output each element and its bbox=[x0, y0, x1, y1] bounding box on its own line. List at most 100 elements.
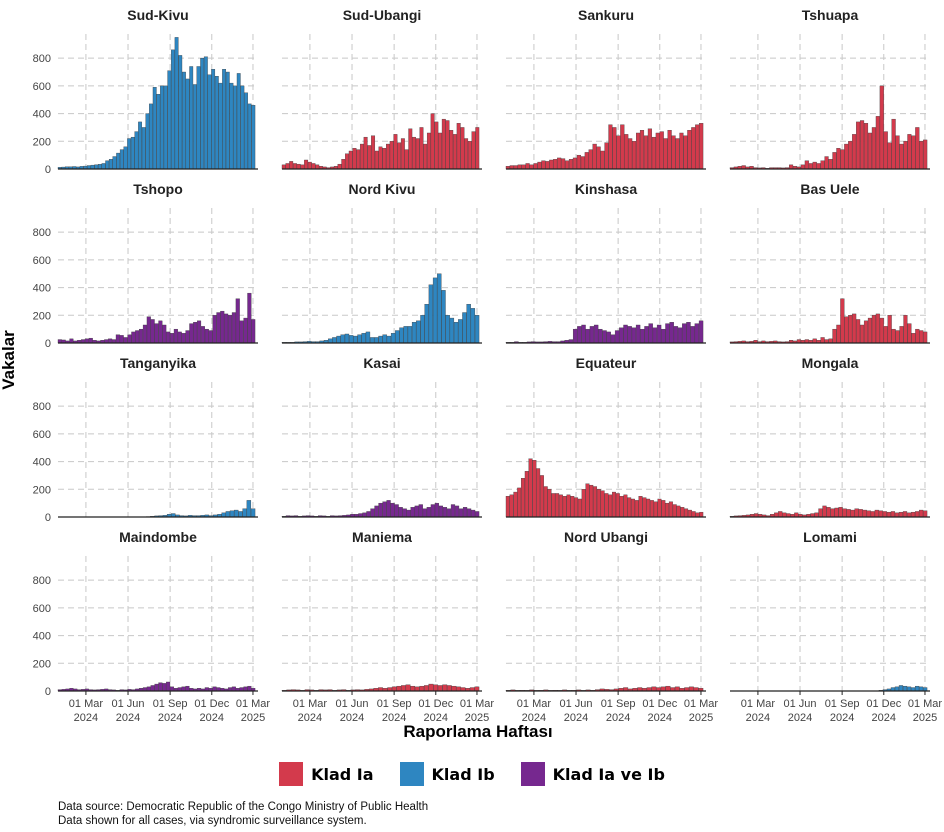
bar-nord-kivu bbox=[378, 335, 383, 344]
bar-sud-kivu bbox=[192, 84, 197, 170]
bar-nord-ubangi bbox=[660, 686, 666, 692]
legend: Klad Ia Klad Ib Klad Ia ve Ib bbox=[0, 762, 944, 786]
bar-bas-uele bbox=[860, 324, 865, 344]
bar-tshuapa bbox=[840, 149, 845, 170]
bar-mongala bbox=[906, 512, 912, 518]
y-tick-label: 400 bbox=[33, 109, 51, 121]
bar-sud-kivu bbox=[189, 66, 194, 170]
bar-kinshasa bbox=[631, 327, 637, 344]
bar-sankuru bbox=[533, 163, 538, 170]
bar-sud-kivu bbox=[112, 156, 117, 170]
bar-equateur bbox=[562, 496, 567, 518]
bar-sankuru bbox=[521, 164, 526, 170]
bar-tshuapa bbox=[919, 141, 924, 170]
bar-tshopo bbox=[69, 338, 74, 344]
bar-sud-kivu bbox=[127, 138, 132, 170]
y-tick-label: 0 bbox=[45, 164, 51, 176]
bar-nord-kivu bbox=[361, 333, 366, 344]
bar-kinshasa bbox=[698, 320, 704, 344]
bar-sud-ubangi bbox=[311, 163, 316, 170]
bar-tshopo bbox=[127, 334, 132, 344]
bar-tshopo bbox=[154, 323, 159, 344]
bar-sud-kivu bbox=[167, 70, 172, 170]
bar-maindombe bbox=[169, 686, 175, 692]
bar-nord-kivu bbox=[424, 304, 429, 344]
bar-nord-kivu bbox=[369, 337, 375, 344]
bar-mongala bbox=[886, 511, 892, 518]
bar-sankuru bbox=[679, 132, 684, 170]
bar-nord-kivu bbox=[386, 335, 392, 344]
bar-kinshasa bbox=[648, 323, 653, 344]
bar-equateur bbox=[691, 511, 696, 518]
bar-bas-uele bbox=[856, 319, 861, 344]
bar-sankuru bbox=[663, 138, 668, 170]
bar-bas-uele bbox=[919, 330, 924, 344]
bar-tshuapa bbox=[895, 135, 900, 170]
bar-lomami bbox=[906, 686, 912, 692]
bar-sud-kivu bbox=[171, 49, 175, 170]
bar-sud-ubangi bbox=[348, 150, 353, 170]
x-tick-label: 2024 bbox=[382, 712, 406, 724]
bar-sud-kivu bbox=[182, 71, 186, 170]
bar-equateur bbox=[566, 494, 571, 518]
bar-bas-uele bbox=[875, 313, 880, 344]
facet-title-sud-kivu: Sud-Kivu bbox=[127, 7, 188, 23]
x-tick-label: 2025 bbox=[913, 712, 937, 724]
bar-mongala bbox=[814, 512, 819, 518]
bar-kinshasa bbox=[598, 328, 603, 344]
bar-equateur bbox=[676, 505, 681, 518]
bar-sud-ubangi bbox=[426, 132, 431, 170]
x-tick-label: 2024 bbox=[158, 712, 182, 724]
bar-equateur bbox=[543, 486, 548, 518]
bar-mongala bbox=[878, 510, 883, 518]
bar-sud-ubangi bbox=[456, 123, 461, 170]
bar-sud-kivu bbox=[108, 159, 113, 170]
y-tick-label: 800 bbox=[33, 53, 51, 65]
bar-equateur bbox=[668, 501, 673, 518]
bar-sud-ubangi bbox=[408, 128, 413, 170]
bar-nord-kivu bbox=[445, 315, 450, 344]
bar-tshopo bbox=[243, 317, 248, 344]
bar-maniema bbox=[437, 685, 443, 692]
legend-item-klad-ib: Klad Ib bbox=[399, 762, 495, 786]
bar-mongala bbox=[919, 509, 924, 518]
bar-nord-kivu bbox=[441, 290, 446, 344]
bar-sankuru bbox=[576, 154, 581, 170]
facet-title-sud-ubangi: Sud-Ubangi bbox=[343, 7, 422, 23]
bar-tshopo bbox=[208, 330, 213, 344]
bar-sud-ubangi bbox=[438, 132, 443, 170]
facet-title-maniema: Maniema bbox=[352, 529, 412, 545]
bar-bas-uele bbox=[871, 315, 876, 344]
bar-nord-kivu bbox=[336, 335, 341, 344]
bar-sud-ubangi bbox=[337, 163, 342, 170]
bar-nord-kivu bbox=[374, 337, 379, 344]
bar-sankuru bbox=[659, 131, 664, 170]
x-tick-label: 2025 bbox=[241, 712, 265, 724]
bar-bas-uele bbox=[887, 315, 892, 344]
bar-sankuru bbox=[655, 132, 660, 170]
bar-kasai bbox=[370, 508, 375, 518]
bar-tshopo bbox=[142, 324, 147, 344]
bar-nord-kivu bbox=[449, 317, 455, 344]
bar-tshopo bbox=[181, 333, 186, 344]
bar-sud-ubangi bbox=[345, 153, 349, 170]
bar-kasai bbox=[390, 502, 395, 518]
bar-sud-kivu bbox=[119, 149, 124, 170]
bar-equateur bbox=[593, 486, 598, 518]
bar-sud-kivu bbox=[98, 164, 102, 170]
bar-kasai bbox=[442, 507, 448, 518]
bar-maindombe bbox=[181, 686, 186, 692]
x-tick-label: 01 Jun bbox=[112, 698, 145, 710]
bar-sud-ubangi bbox=[423, 143, 428, 170]
bar-equateur bbox=[615, 493, 620, 518]
bar-equateur bbox=[684, 508, 689, 518]
bar-equateur bbox=[581, 489, 586, 518]
bar-maniema bbox=[401, 685, 406, 692]
bar-maniema bbox=[428, 683, 434, 692]
bar-kinshasa bbox=[623, 324, 628, 344]
bar-maniema bbox=[396, 685, 402, 692]
x-tick-label: 2024 bbox=[606, 712, 630, 724]
bar-tshopo bbox=[84, 338, 89, 344]
bar-tshopo bbox=[139, 328, 144, 344]
bar-kinshasa bbox=[614, 330, 620, 344]
